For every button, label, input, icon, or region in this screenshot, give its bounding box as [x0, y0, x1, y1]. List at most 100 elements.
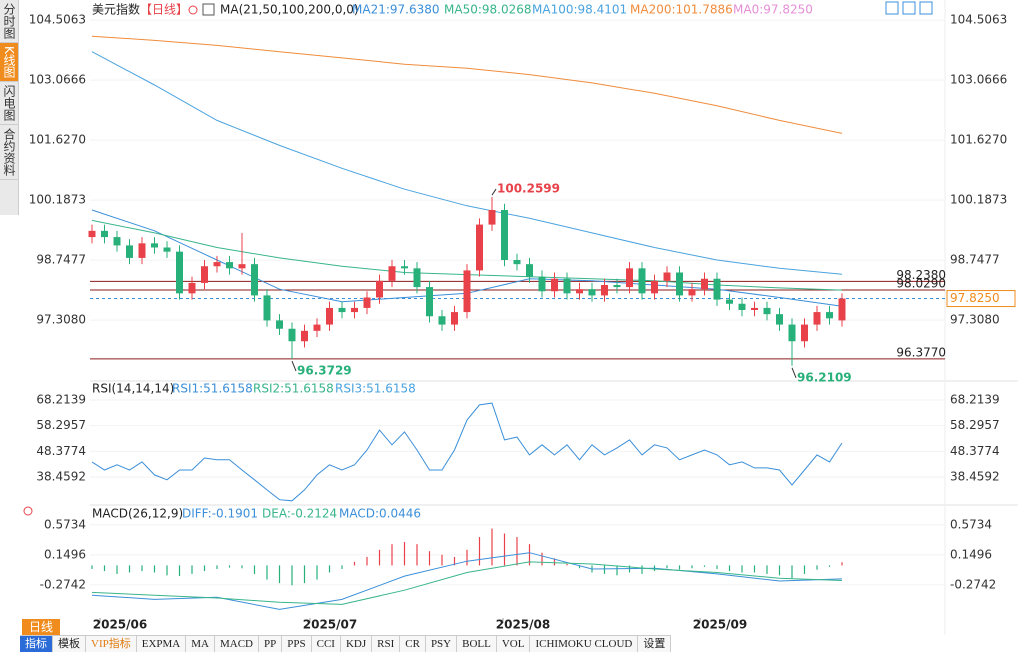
candle-body — [251, 264, 258, 296]
x-tick-label: 2025/07 — [303, 618, 357, 632]
candle-body — [263, 295, 271, 321]
candle-body — [163, 247, 171, 252]
candle-body — [813, 312, 821, 325]
candle-body — [738, 303, 746, 310]
side-tab[interactable]: 合约资料 — [0, 125, 18, 180]
toolbar-item[interactable]: PPS — [282, 636, 312, 652]
toolbar-item[interactable]: ICHIMOKU CLOUD — [530, 636, 639, 652]
candle-body — [576, 289, 583, 294]
series-line — [91, 561, 843, 605]
y-tick-label: 101.6270 — [29, 133, 86, 147]
candle-body — [688, 289, 696, 296]
candle-body — [376, 280, 383, 298]
candle-body — [213, 262, 221, 267]
candle-body — [663, 272, 671, 281]
legend-entry: MA0:97.8250 — [733, 3, 813, 17]
toolbar-item[interactable]: RSI — [372, 636, 401, 652]
annotation-leader — [291, 360, 297, 372]
candle-body — [338, 307, 346, 313]
legend-entry: MA100:98.4101 — [532, 3, 627, 17]
candle-body — [438, 316, 446, 325]
toolbar-item[interactable]: BOLL — [457, 636, 497, 652]
toolbar-item[interactable]: 指标 — [20, 636, 53, 652]
series-line — [91, 552, 843, 610]
toolbar-item[interactable]: CR — [400, 636, 426, 652]
y-tick-label: 0.5734 — [950, 517, 992, 531]
toolbar-item[interactable]: CCI — [312, 636, 341, 652]
indicator-label: MA(21,50,100,200,0,0) — [220, 3, 359, 17]
candle-body — [101, 230, 108, 238]
toolbar-item[interactable]: 模板 — [53, 636, 86, 652]
y-tick-label: 38.4592 — [950, 470, 1000, 484]
candle-body — [501, 210, 508, 260]
toolbar-item[interactable]: PSY — [426, 636, 458, 652]
toolbar-item[interactable]: MA — [186, 636, 215, 652]
y-tick-label: 103.0666 — [29, 73, 86, 87]
toolbar-icon[interactable] — [919, 1, 933, 15]
level-label: 98.2380 — [896, 268, 946, 282]
candle-body — [838, 298, 846, 321]
y-tick-label: 97.3080 — [950, 313, 1000, 327]
candle-body — [201, 266, 208, 283]
x-tick-label: 2025/08 — [496, 618, 550, 632]
candle-body — [413, 268, 421, 288]
candle-body — [588, 289, 596, 296]
candle-body — [726, 299, 733, 304]
toolbar-item[interactable]: KDJ — [341, 636, 373, 652]
series-line — [91, 51, 843, 275]
y-tick-label: 100.1873 — [29, 193, 86, 207]
legend-entry: MA200:101.7886 — [630, 3, 733, 17]
candle-body — [301, 330, 308, 342]
price-box-label: 97.8250 — [950, 291, 1000, 305]
y-tick-label: 0.1496 — [950, 547, 992, 561]
y-tick-label: 98.7477 — [950, 253, 1000, 267]
indicator-toolbar: 指标 模板 VIP指标 EXPMA MA MACD PP PPS CCI KDJ RSI CR PSY B… — [20, 635, 672, 652]
candle-body — [488, 210, 496, 225]
candle-body — [276, 320, 283, 329]
settings-icon[interactable] — [188, 5, 198, 15]
candle-body — [788, 324, 796, 342]
candle-body — [551, 278, 558, 292]
y-tick-label: 98.7477 — [36, 253, 86, 267]
toolbar-icon[interactable] — [902, 1, 916, 15]
candle-body — [226, 262, 233, 269]
legend-entry: MACD:0.0446 — [339, 507, 421, 521]
candle-body — [126, 245, 133, 258]
macd-title: MACD(26,12,9) — [92, 507, 183, 521]
candle-body — [613, 285, 621, 288]
candle-body — [451, 312, 458, 325]
toolbar-item[interactable]: EXPMA — [137, 636, 187, 652]
x-tick-label: 2025/09 — [693, 618, 747, 632]
macd-icon[interactable] — [23, 506, 33, 516]
candle-body — [513, 260, 521, 265]
candle-body — [626, 268, 633, 288]
toolbar-item[interactable]: MACD — [215, 636, 259, 652]
y-tick-label: 38.4592 — [36, 470, 86, 484]
period-button[interactable]: 日线 — [22, 619, 60, 635]
toolbar-item[interactable]: 设置 — [638, 636, 672, 652]
candle-body — [313, 324, 321, 331]
toolbar-item[interactable]: VIP指标 — [86, 636, 137, 652]
y-tick-label: 0.1496 — [44, 547, 86, 561]
candle-body — [651, 280, 658, 294]
annotation: 96.2109 — [797, 370, 852, 384]
y-tick-label: -0.2742 — [950, 577, 996, 591]
candle-body — [563, 278, 571, 294]
side-tab[interactable]: 分时图 — [0, 0, 18, 43]
side-tab[interactable]: 闪电图 — [0, 82, 18, 125]
toolbar-item[interactable]: PP — [259, 636, 283, 652]
y-tick-label: 97.3080 — [36, 313, 86, 327]
side-tab[interactable]: K线图 — [0, 43, 18, 82]
indicator-icon[interactable] — [202, 3, 215, 16]
legend-entry: DIFF:-0.1901 — [182, 507, 258, 521]
candle-body — [326, 307, 333, 325]
toolbar-icon[interactable] — [885, 1, 899, 15]
y-tick-label: 68.2139 — [950, 392, 1000, 406]
candle-body — [401, 266, 408, 269]
annotation-leader — [791, 367, 797, 378]
candle-body — [751, 307, 758, 310]
y-tick-label: 103.0666 — [950, 73, 1007, 87]
y-tick-label: 100.1873 — [950, 193, 1007, 207]
toolbar-item[interactable]: VOL — [497, 636, 531, 652]
